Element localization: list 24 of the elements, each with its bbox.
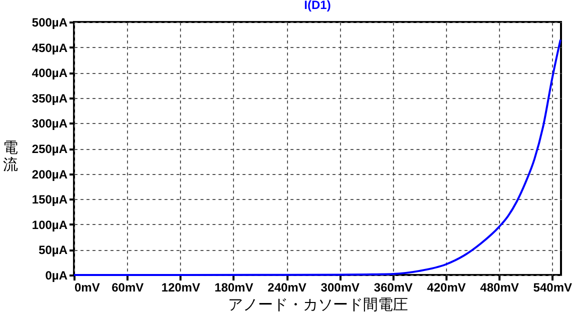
y-tick-label: 200µA xyxy=(32,167,68,182)
y-tick-label: 500µA xyxy=(32,16,68,30)
x-tick-label: 420mV xyxy=(427,280,466,294)
chart-title: I(D1) xyxy=(304,0,331,12)
y-axis-title: 電流 xyxy=(3,140,18,174)
y-tick-label: 350µA xyxy=(32,91,68,106)
y-tick-label: 50µA xyxy=(38,243,68,258)
x-tick-label: 180mV xyxy=(214,280,254,294)
y-tick-label: 0µA xyxy=(45,268,68,282)
x-axis-title: アノード・カソード間電圧 xyxy=(228,296,408,314)
x-tick-label: 60mV xyxy=(112,280,144,294)
x-tick-label: 540mV xyxy=(533,280,572,294)
y-tick-label: 100µA xyxy=(32,218,68,232)
y-tick-label: 450µA xyxy=(32,40,68,55)
y-tick-label: 300µA xyxy=(32,116,68,131)
y-tick-label: 400µA xyxy=(32,66,68,80)
x-tick-label: 0mV xyxy=(74,280,100,294)
y-tick-label: 250µA xyxy=(32,142,68,156)
x-tick-label: 120mV xyxy=(161,280,200,294)
x-tick-label: 360mV xyxy=(374,280,413,294)
x-tick-label: 480mV xyxy=(480,280,519,294)
x-tick-label: 300mV xyxy=(320,280,360,294)
x-tick-label: 240mV xyxy=(268,280,306,294)
y-tick-label: 150µA xyxy=(32,192,68,207)
